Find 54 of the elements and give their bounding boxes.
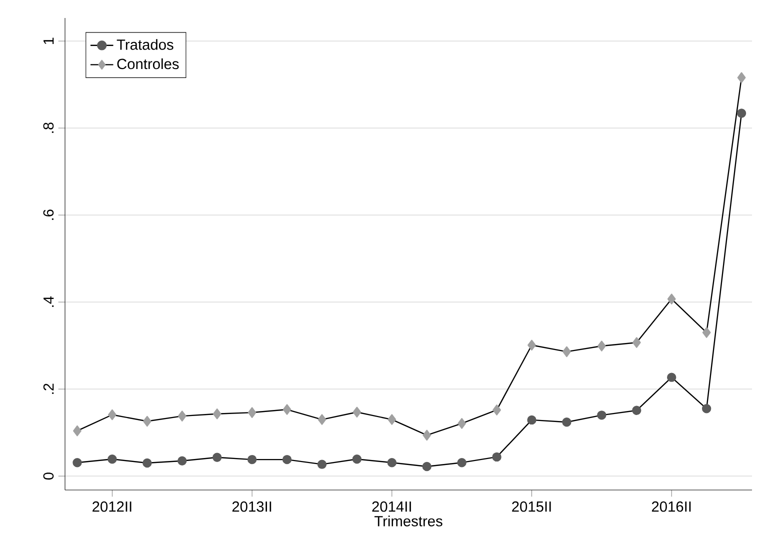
point	[422, 430, 432, 441]
point	[492, 404, 501, 416]
x-tick-label: 2012II	[92, 501, 132, 512]
point	[632, 406, 642, 415]
point	[212, 408, 222, 420]
point	[73, 425, 82, 436]
point	[212, 452, 222, 462]
legend-label: Tratados	[116, 39, 174, 50]
point	[562, 346, 571, 358]
point	[527, 415, 536, 425]
x-tick-label: 2015II	[512, 501, 551, 512]
point	[597, 340, 606, 352]
x-axis-title: Trimestres	[374, 516, 442, 526]
point	[388, 414, 396, 425]
point	[247, 454, 257, 464]
point	[492, 452, 502, 462]
point	[248, 407, 256, 418]
point	[318, 414, 326, 425]
point	[457, 458, 466, 468]
point	[352, 454, 362, 464]
x-tick-label: 2014II	[372, 501, 411, 512]
point	[282, 404, 292, 415]
point	[458, 418, 466, 429]
y-tick-label: 0	[43, 472, 54, 480]
point	[737, 72, 746, 83]
y-tick-label: 1	[44, 38, 54, 44]
point	[736, 108, 746, 118]
point	[528, 340, 536, 351]
point	[387, 458, 396, 468]
x-tick-label: 2013II	[232, 501, 272, 512]
point	[282, 454, 292, 464]
legend-label: Controles	[117, 58, 179, 70]
point	[667, 294, 676, 304]
y-tick-label: .6	[43, 210, 54, 220]
point	[702, 404, 712, 414]
point	[352, 406, 362, 418]
point	[108, 454, 117, 464]
point	[317, 460, 327, 469]
y-tick-label: .2	[43, 384, 54, 394]
point	[72, 458, 82, 468]
y-tick-label: .8	[43, 122, 54, 133]
point	[108, 409, 116, 420]
x-tick-label: 2016II	[652, 501, 691, 512]
point	[702, 327, 711, 338]
point	[178, 410, 186, 422]
point	[142, 458, 152, 468]
y-tick-label: .4	[44, 296, 54, 307]
point	[142, 416, 152, 427]
point	[632, 337, 641, 348]
point	[597, 410, 606, 420]
point	[666, 372, 676, 382]
point	[178, 456, 187, 466]
point	[422, 462, 432, 472]
point	[562, 418, 572, 427]
